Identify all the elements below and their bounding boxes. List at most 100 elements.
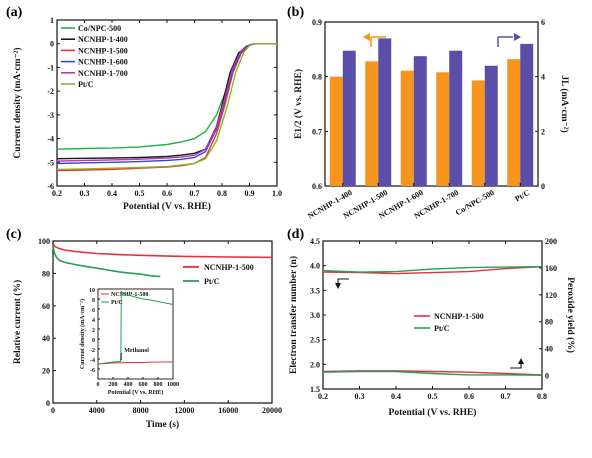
panel-c-series-line-1 bbox=[52, 245, 161, 278]
panel-a-xtick-label-7: 0.9 bbox=[245, 189, 255, 198]
panel-c-xtick-label-3: 12000 bbox=[174, 406, 194, 415]
panel-a-xtick-label-8: 1.0 bbox=[272, 189, 282, 198]
panel-c-inset-xtick-label-4: 800 bbox=[154, 382, 163, 388]
panel-b-right-ytick-label-2: 4 bbox=[541, 73, 545, 82]
panel-b-bar-e12-1 bbox=[365, 61, 379, 186]
panel-d-right-ytick-label-1: 40 bbox=[545, 345, 553, 354]
panel-c-inset-ytick-label-5: 4 bbox=[92, 318, 95, 324]
panel-d-xtick-label-1: 0.3 bbox=[355, 392, 365, 401]
panel-b-right-ytick-label-3: 6 bbox=[541, 18, 545, 27]
panel-c-series-line-0 bbox=[52, 243, 273, 259]
panel-d-left-ytick-label-0: 1.5 bbox=[310, 385, 320, 394]
panel-a: (a) 0.2 0.3 0.4 0.5 0.6 0.7 0.8 0.9 1.0 -6 -5 -4 -3 -2… bbox=[6, 5, 282, 212]
panel-a-series-line-5 bbox=[56, 43, 277, 171]
panel-d-xtick-label-3: 0.5 bbox=[428, 392, 438, 401]
panel-c-inset-ytick-label-4: 2 bbox=[92, 328, 95, 334]
panel-c-xtick-label-2: 8000 bbox=[133, 406, 149, 415]
panel-b-left-ytick-label-0: 0.6 bbox=[312, 182, 322, 191]
panel-a-ytick-label-2: -4 bbox=[47, 135, 54, 144]
panel-a-xlabel: Potential (V vs. RHE) bbox=[123, 201, 211, 212]
panel-a-ytick-label-5: -1 bbox=[47, 63, 54, 72]
panel-b-frame bbox=[324, 21, 539, 187]
panel-c: (c)0 4000 8000 12000 16000 20000020406080100T… bbox=[6, 227, 282, 430]
panel-c-xtick-label-0: 0 bbox=[51, 406, 55, 415]
panel-a-xtick-label-0: 0.2 bbox=[52, 189, 62, 198]
panel-d-arrow-right-head bbox=[518, 358, 524, 364]
panel-d-xtick-label-6: 0.8 bbox=[537, 392, 547, 401]
panel-c-inset-ytick-label-7: 8 bbox=[92, 298, 95, 304]
panel-b-bar-jl-0 bbox=[342, 50, 356, 187]
panel-a-ytick-label-3: -3 bbox=[47, 111, 54, 120]
panel-d-arrow-left-head bbox=[335, 283, 341, 289]
panel-d-left-ytick-label-6: 4.5 bbox=[310, 237, 320, 246]
panel-d-right-ytick-label-3: 120 bbox=[545, 291, 557, 300]
panel-d-right-ytick-label-4: 160 bbox=[545, 264, 557, 273]
panel-c-inset-xtick-label-5: 1000 bbox=[167, 382, 179, 388]
panel-a-legend-label-5: Pt/C bbox=[78, 80, 94, 89]
panel-a-xtick-label-5: 0.7 bbox=[190, 189, 200, 198]
panel-a-xtick-label-2: 0.4 bbox=[107, 189, 117, 198]
panel-c-inset-xlabel: Potential (V vs. RHE) bbox=[108, 389, 164, 396]
panel-a-ytick-label-4: -2 bbox=[47, 87, 54, 96]
panel-c-ytick-label-5: 100 bbox=[38, 237, 50, 246]
panel-d-xtick-label-4: 0.6 bbox=[464, 392, 474, 401]
panel-d-xtick-label-5: 0.7 bbox=[501, 392, 511, 401]
panel-a-legend-label-2: NCNHP-1-500 bbox=[78, 46, 128, 55]
panel-b-left-ytick-label-1: 0.7 bbox=[312, 127, 322, 136]
panel-d-right-ytick-label-0: 0 bbox=[545, 372, 549, 381]
panel-c-legend-label-1: Pt/C bbox=[204, 277, 220, 286]
panel-c-inset-ylabel: Current density (mA·cm⁻²) bbox=[79, 299, 86, 369]
panel-a-ytick-label-6: 0 bbox=[50, 40, 54, 49]
panel-b-bar-e12-2 bbox=[400, 70, 414, 186]
panel-c-inset-frame bbox=[97, 288, 174, 380]
panel-c-inset-methanol-label: Methanol bbox=[124, 348, 149, 354]
panel-d-left-ytick-label-3: 3.0 bbox=[310, 311, 320, 320]
panel-c-xtick-label-5: 20000 bbox=[262, 406, 282, 415]
panel-c-inset-ytick-label-1: -4 bbox=[90, 358, 95, 364]
panel-b-bar-jl-4 bbox=[484, 65, 498, 186]
panel-c-inset-xtick-label-3: 600 bbox=[139, 382, 148, 388]
panel-c-xtick-label-1: 4000 bbox=[89, 406, 105, 415]
panel-d-right-ytick-label-5: 200 bbox=[545, 237, 557, 246]
panel-d-left-ytick-label-4: 3.5 bbox=[310, 286, 320, 295]
panel-b-bar-jl-5 bbox=[520, 43, 534, 186]
panel-c-inset-series-line-0 bbox=[97, 361, 173, 365]
panel-b-bar-jl-2 bbox=[413, 56, 427, 186]
panel-d-series-line-2 bbox=[322, 370, 543, 376]
panel-b-ylabel-right: JL (mA·cm⁻²) bbox=[559, 75, 570, 132]
panel-d-right-ytick-label-2: 80 bbox=[545, 318, 553, 327]
panel-b-bar-e12-4 bbox=[471, 80, 485, 186]
panel-d-ylabel-left: Electron transfer number (n) bbox=[288, 256, 299, 374]
panel-a-legend-label-3: NCNHP-1-600 bbox=[78, 58, 128, 67]
panel-a-legend-label-1: NCNHP-1-400 bbox=[78, 35, 128, 44]
panel-b: (b)0.60.70.80.90246NCNHP-1-400NCNHP-1-50… bbox=[287, 5, 570, 221]
panel-c-inset-ytick-label-2: -2 bbox=[90, 348, 95, 354]
panel-c-ytick-label-1: 20 bbox=[42, 367, 50, 376]
panel-b-left-ytick-label-3: 0.9 bbox=[312, 18, 322, 27]
panel-a-ytick-label-7: 1 bbox=[50, 16, 54, 25]
panel-c-inset-xtick-label-1: 200 bbox=[109, 382, 118, 388]
panel-b-arrow-left-head bbox=[363, 33, 370, 41]
panel-c-inset-ytick-label-0: -6 bbox=[90, 368, 95, 374]
panel-b-arrow-right-head bbox=[514, 33, 521, 41]
panel-a-label: (a) bbox=[6, 5, 23, 20]
panel-b-ylabel-left: E1/2 (V vs. RHE) bbox=[293, 69, 304, 139]
panel-d-frame bbox=[322, 240, 543, 390]
panel-a-legend-label-4: NCNHP-1-700 bbox=[78, 69, 128, 78]
panel-d-xtick-label-2: 0.4 bbox=[391, 392, 401, 401]
panel-c-inset-xtick-label-0: 0 bbox=[97, 382, 100, 388]
panel-c-ylabel: Relative current (%) bbox=[12, 280, 23, 364]
panel-a-xtick-label-3: 0.5 bbox=[135, 189, 145, 198]
panel-d-label: (d) bbox=[287, 227, 304, 242]
panel-c-ytick-label-4: 80 bbox=[42, 269, 50, 278]
panel-a-xtick-label-1: 0.3 bbox=[80, 189, 90, 198]
panel-d-series-line-3 bbox=[322, 370, 543, 376]
panel-c-inset-xtick-label-2: 400 bbox=[124, 382, 133, 388]
panel-c-ytick-label-0: 0 bbox=[46, 399, 50, 408]
panel-d-xtick-label-0: 0.2 bbox=[318, 392, 328, 401]
panel-b-right-ytick-label-0: 0 bbox=[541, 182, 545, 191]
panel-d-ylabel-right: Peroxide yield (%) bbox=[565, 277, 576, 353]
panel-b-xtick-label-4: Co/NPC-500 bbox=[454, 188, 496, 217]
panel-b-bar-jl-1 bbox=[378, 38, 392, 187]
